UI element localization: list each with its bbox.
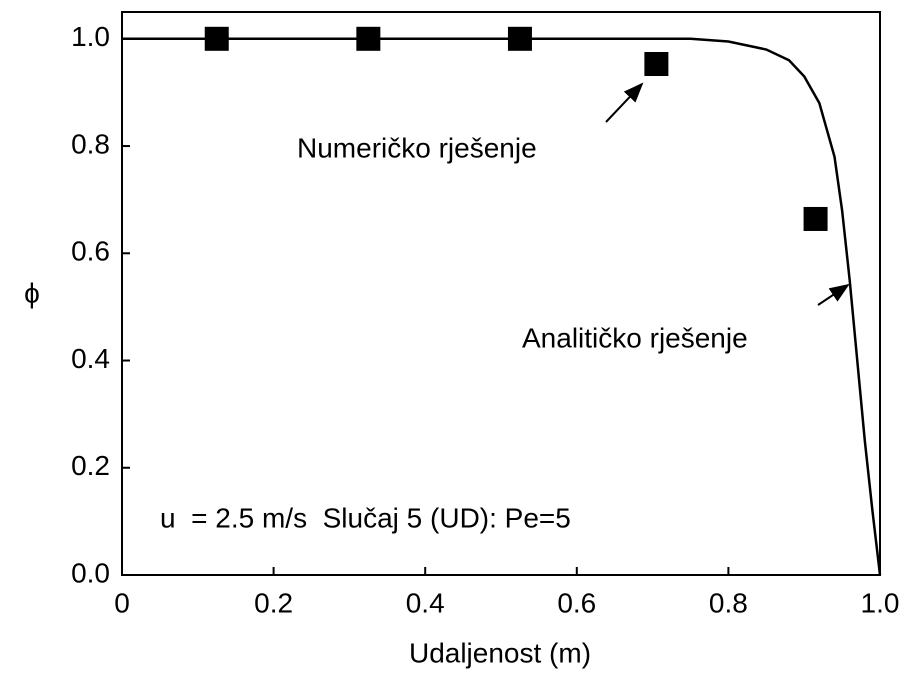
plot-frame xyxy=(121,11,881,576)
y-tick-label: 0.2 xyxy=(71,450,110,481)
annotation-arrow xyxy=(817,283,850,306)
x-axis-label: Udaljenost (m) xyxy=(409,637,591,668)
x-tick-label: 0.2 xyxy=(254,587,293,618)
data-point xyxy=(644,52,669,77)
y-tick-label: 0.4 xyxy=(71,343,110,374)
x-tick-label: 0 xyxy=(114,587,130,618)
y-tick-label: 0.6 xyxy=(71,236,110,267)
x-tick-label: 1.0 xyxy=(861,587,900,618)
y-axis-label: ϕ xyxy=(24,277,40,308)
x-tick-label: 0.4 xyxy=(406,587,445,618)
data-point xyxy=(803,206,828,231)
x-tick-label: 0.6 xyxy=(557,587,596,618)
x-tick-label: 0.8 xyxy=(709,587,748,618)
annotation: u = 2.5 m/s Slučaj 5 (UD): Pe=5 xyxy=(160,502,571,533)
line-series xyxy=(122,37,882,576)
y-tick-label: 1.0 xyxy=(71,21,110,52)
annotation: Analitičko rješenje xyxy=(522,322,748,353)
annotation-arrow xyxy=(605,82,644,123)
annotation: Numeričko rješenje xyxy=(297,132,537,163)
y-tick-label: 0.0 xyxy=(71,557,110,588)
y-tick-label: 0.8 xyxy=(71,128,110,159)
